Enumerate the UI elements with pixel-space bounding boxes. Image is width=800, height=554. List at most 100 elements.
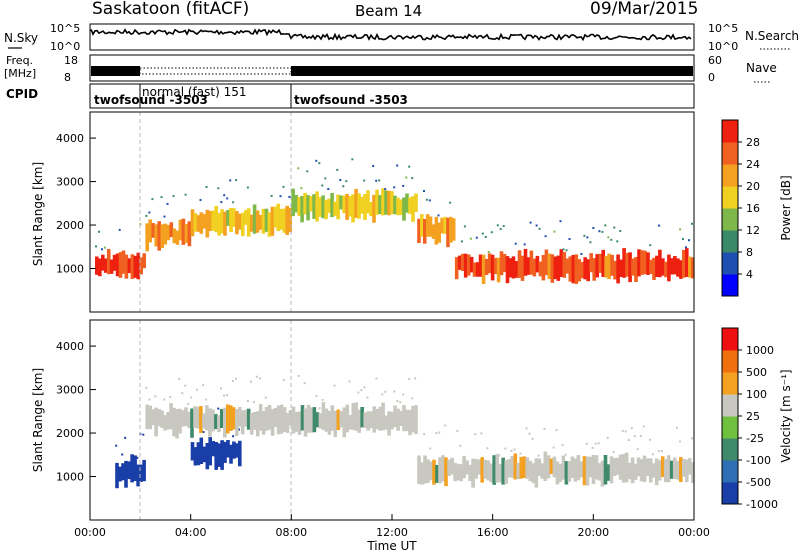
power-data-cell xyxy=(190,209,195,237)
velocity-data-cell xyxy=(276,405,281,435)
velocity-data-cell xyxy=(261,410,266,435)
freq-band-fast-mode xyxy=(139,67,292,75)
power-scatter-point xyxy=(318,162,321,165)
velocity-scatter-point xyxy=(510,449,513,452)
power-colorbar-label-tick: 4 xyxy=(746,268,753,281)
power-data-cell xyxy=(452,218,456,241)
power-data-cell xyxy=(610,254,614,276)
power-scatter-point xyxy=(565,249,568,252)
velocity-scatter-point xyxy=(543,427,546,430)
velocity-data-cell xyxy=(211,441,215,457)
power-data-cell xyxy=(646,252,650,275)
power-data-cell xyxy=(538,261,543,277)
velocity-data-cell xyxy=(492,455,496,485)
velocity-data-cell xyxy=(208,437,212,466)
velocity-data-cell xyxy=(567,461,572,482)
power-data-cell xyxy=(241,212,245,237)
velocity-data-cell xyxy=(691,462,695,483)
velocity-data-cell xyxy=(145,404,149,429)
power-data-cell xyxy=(139,257,143,275)
velocity-scatter-point xyxy=(297,374,300,377)
velocity-data-cell xyxy=(220,440,224,470)
power-scatter-point xyxy=(402,184,405,187)
velocity-y-tick-label: 1000 xyxy=(56,471,84,484)
power-data-cell xyxy=(481,254,486,284)
power-data-cell xyxy=(454,257,459,280)
velocity-scatter-point xyxy=(220,387,222,390)
velocity-y-axis-label: Slant Range [km] xyxy=(31,368,45,472)
power-data-cell xyxy=(411,196,415,222)
power-scatter-point xyxy=(351,158,354,161)
power-data-cell xyxy=(574,254,579,284)
velocity-data-cell xyxy=(669,460,674,479)
freq-label-line2: [MHz] xyxy=(4,67,36,80)
power-scatter-point xyxy=(487,251,490,253)
velocity-scatter-point xyxy=(564,453,567,456)
velocity-data-cell xyxy=(190,408,194,438)
power-data-cell xyxy=(428,216,433,237)
velocity-data-cell xyxy=(507,459,511,478)
velocity-data-cell xyxy=(519,456,524,479)
power-data-cell xyxy=(205,209,210,238)
power-data-cell xyxy=(478,254,483,277)
power-scatter-point xyxy=(679,228,682,231)
velocity-data-cell xyxy=(121,463,125,481)
velocity-scatter-point xyxy=(249,380,252,383)
velocity-data-cell xyxy=(657,460,662,481)
power-data-cell xyxy=(440,217,444,234)
power-scatter-point xyxy=(393,186,396,189)
x-tick-label: 00:00 xyxy=(678,526,710,539)
power-scatter-point xyxy=(514,242,517,245)
power-data-cell xyxy=(625,253,629,277)
velocity-data-cell xyxy=(351,402,356,430)
power-data-cell xyxy=(345,193,349,220)
power-data-cell xyxy=(475,262,480,277)
velocity-data-cell xyxy=(483,459,487,479)
velocity-data-cell xyxy=(238,440,242,467)
station-title: Saskatoon (fitACF) xyxy=(92,0,249,19)
velocity-data-cell xyxy=(199,437,204,464)
power-scatter-point xyxy=(460,240,463,243)
power-colorbar-label-tick: 8 xyxy=(746,246,753,259)
velocity-data-cell xyxy=(606,464,611,481)
x-tick-label: 00:00 xyxy=(74,526,106,539)
power-data-cell xyxy=(214,205,218,233)
power-scatter-point xyxy=(306,170,309,173)
freq-panel xyxy=(89,54,695,82)
x-tick-label: 20:00 xyxy=(577,526,609,539)
power-scatter-point xyxy=(270,194,273,197)
velocity-data-cell xyxy=(522,456,527,478)
power-scatter-point xyxy=(184,193,187,196)
power-data-cell xyxy=(589,253,593,273)
velocity-data-cell xyxy=(447,459,451,476)
velocity-data-cell xyxy=(417,455,421,484)
power-data-cell xyxy=(520,255,525,281)
power-scatter-point xyxy=(229,179,232,182)
power-scatter-point xyxy=(469,237,472,240)
beam-title: Beam 14 xyxy=(355,2,422,20)
velocity-scatter-point xyxy=(255,375,258,378)
power-data-cell xyxy=(559,249,564,277)
power-data-cell xyxy=(443,216,447,234)
velocity-data-cell xyxy=(390,411,394,430)
power-scatter-point xyxy=(649,244,652,247)
power-colorbar-segment xyxy=(722,274,738,297)
velocity-data-cell xyxy=(540,463,545,479)
velocity-data-cell xyxy=(630,457,635,484)
velocity-scatter-point xyxy=(348,380,351,383)
velocity-scatter-point xyxy=(381,393,384,396)
power-data-cell xyxy=(511,256,516,279)
power-scatter-point xyxy=(562,248,565,251)
velocity-scatter-point xyxy=(202,431,205,433)
velocity-data-cell xyxy=(291,406,296,434)
velocity-data-cell xyxy=(378,406,382,431)
cpid-label: CPID xyxy=(6,87,38,101)
power-data-cell xyxy=(634,257,638,282)
power-data-cell xyxy=(175,230,180,245)
power-scatter-point xyxy=(384,188,387,191)
velocity-scatter-point xyxy=(136,456,139,459)
power-data-cell xyxy=(517,250,522,278)
velocity-colorbar-label-tick: -100 xyxy=(746,454,771,467)
velocity-data-cell xyxy=(345,404,350,433)
velocity-y-tick-label: 2000 xyxy=(56,427,84,440)
